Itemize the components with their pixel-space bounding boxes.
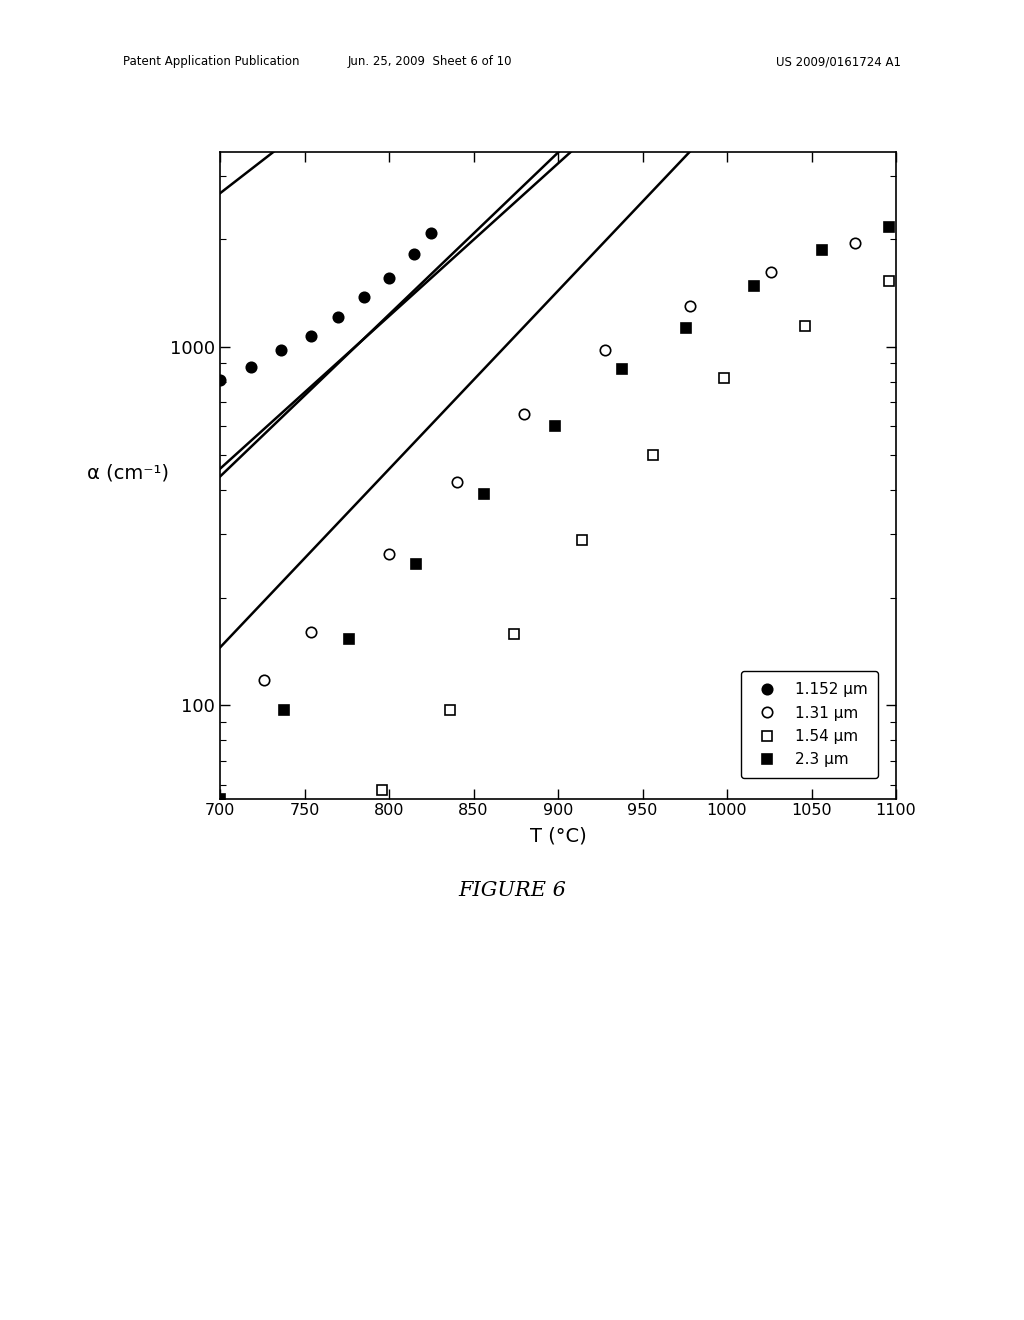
1.152 μm — [274, 342, 287, 358]
Text: FIGURE 6: FIGURE 6 — [458, 882, 566, 900]
1.54 μm — [575, 532, 588, 548]
Text: US 2009/0161724 A1: US 2009/0161724 A1 — [776, 55, 901, 69]
2.3 μm — [214, 791, 226, 807]
2.3 μm — [410, 556, 422, 572]
1.31 μm — [383, 545, 395, 561]
Text: Patent Application Publication: Patent Application Publication — [123, 55, 299, 69]
1.152 μm — [357, 289, 370, 305]
1.31 μm — [765, 264, 777, 280]
1.54 μm — [718, 370, 730, 385]
Text: Jun. 25, 2009  Sheet 6 of 10: Jun. 25, 2009 Sheet 6 of 10 — [348, 55, 512, 69]
2.3 μm — [616, 360, 629, 376]
2.3 μm — [477, 487, 489, 503]
1.54 μm — [443, 702, 456, 718]
1.31 μm — [599, 342, 611, 358]
1.152 μm — [333, 309, 345, 325]
1.54 μm — [376, 783, 388, 799]
Text: α (cm⁻¹): α (cm⁻¹) — [87, 463, 169, 482]
Line: 1.54 μm: 1.54 μm — [377, 276, 894, 796]
1.152 μm — [425, 224, 437, 240]
2.3 μm — [748, 279, 760, 294]
1.54 μm — [646, 447, 658, 463]
1.31 μm — [849, 235, 861, 251]
1.54 μm — [883, 273, 895, 289]
2.3 μm — [883, 219, 895, 235]
Line: 1.31 μm: 1.31 μm — [259, 238, 860, 685]
2.3 μm — [815, 243, 827, 259]
1.54 μm — [508, 626, 520, 642]
2.3 μm — [680, 319, 692, 335]
1.31 μm — [258, 672, 270, 688]
1.152 μm — [383, 269, 395, 285]
Line: 1.152 μm: 1.152 μm — [215, 227, 436, 385]
Legend: 1.152 μm, 1.31 μm, 1.54 μm, 2.3 μm: 1.152 μm, 1.31 μm, 1.54 μm, 2.3 μm — [741, 672, 879, 777]
2.3 μm — [549, 418, 561, 434]
1.152 μm — [245, 359, 257, 375]
1.31 μm — [305, 624, 317, 640]
1.152 μm — [214, 372, 226, 388]
1.31 μm — [684, 298, 696, 314]
Line: 2.3 μm: 2.3 μm — [215, 222, 894, 804]
1.31 μm — [518, 407, 530, 422]
1.54 μm — [799, 318, 811, 334]
1.31 μm — [451, 474, 463, 490]
1.152 μm — [409, 246, 421, 261]
2.3 μm — [279, 702, 291, 718]
1.152 μm — [305, 329, 317, 345]
X-axis label: T (°C): T (°C) — [529, 826, 587, 846]
2.3 μm — [342, 631, 354, 647]
